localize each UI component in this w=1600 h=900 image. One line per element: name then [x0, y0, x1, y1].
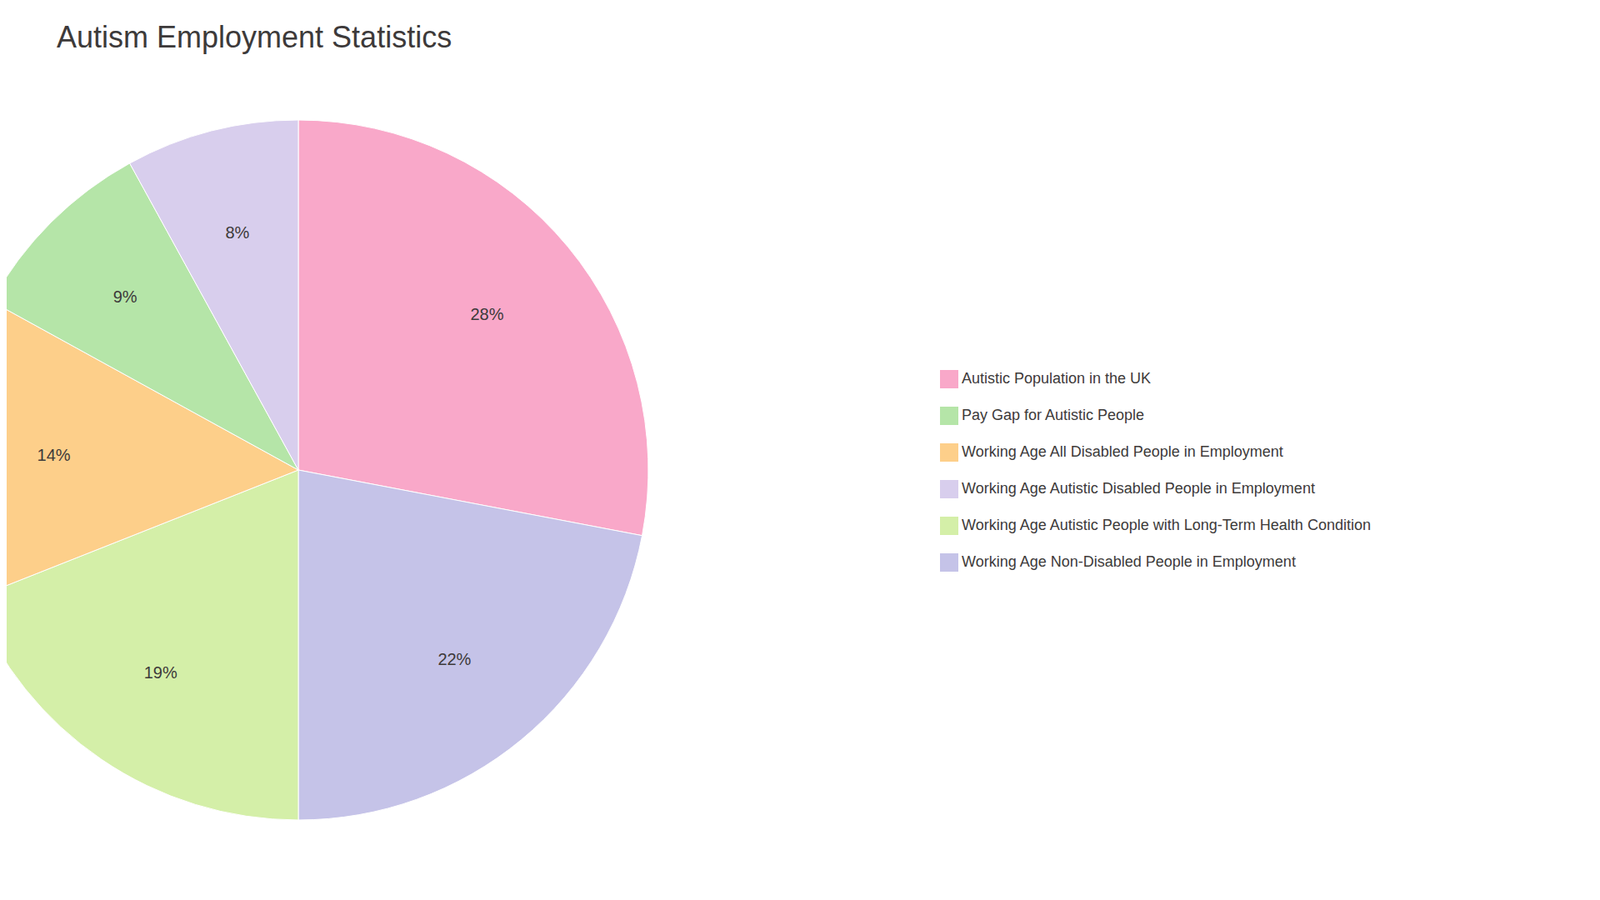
svg-text:9%: 9%	[113, 287, 138, 306]
html-text:Working Age Autistic People wi: Working Age Autistic People with Long-Te…	[961, 516, 1371, 534]
html-text:Working Age Non-Disabled Peopl: Working Age Non-Disabled People in Emplo…	[961, 553, 1296, 570]
html-text:Working Age All Disabled Peopl: Working Age All Disabled People in Emplo…	[961, 443, 1284, 460]
html-text:Pay Gap for Autistic People: Pay Gap for Autistic People	[961, 406, 1145, 424]
svg-text:8%: 8%	[225, 223, 250, 242]
svg-text:19%: 19%	[144, 663, 178, 682]
html-text:Working Age Autistic Disabled: Working Age Autistic Disabled People in …	[961, 480, 1315, 497]
html-text:Autism Employment Statistics: Autism Employment Statistics	[56, 20, 452, 55]
svg-text:28%: 28%	[470, 305, 505, 324]
svg-text:14%: 14%	[37, 445, 71, 465]
html-text:Autistic Population in the UK: Autistic Population in the UK	[961, 370, 1151, 387]
svg-text:22%: 22%	[437, 650, 471, 669]
